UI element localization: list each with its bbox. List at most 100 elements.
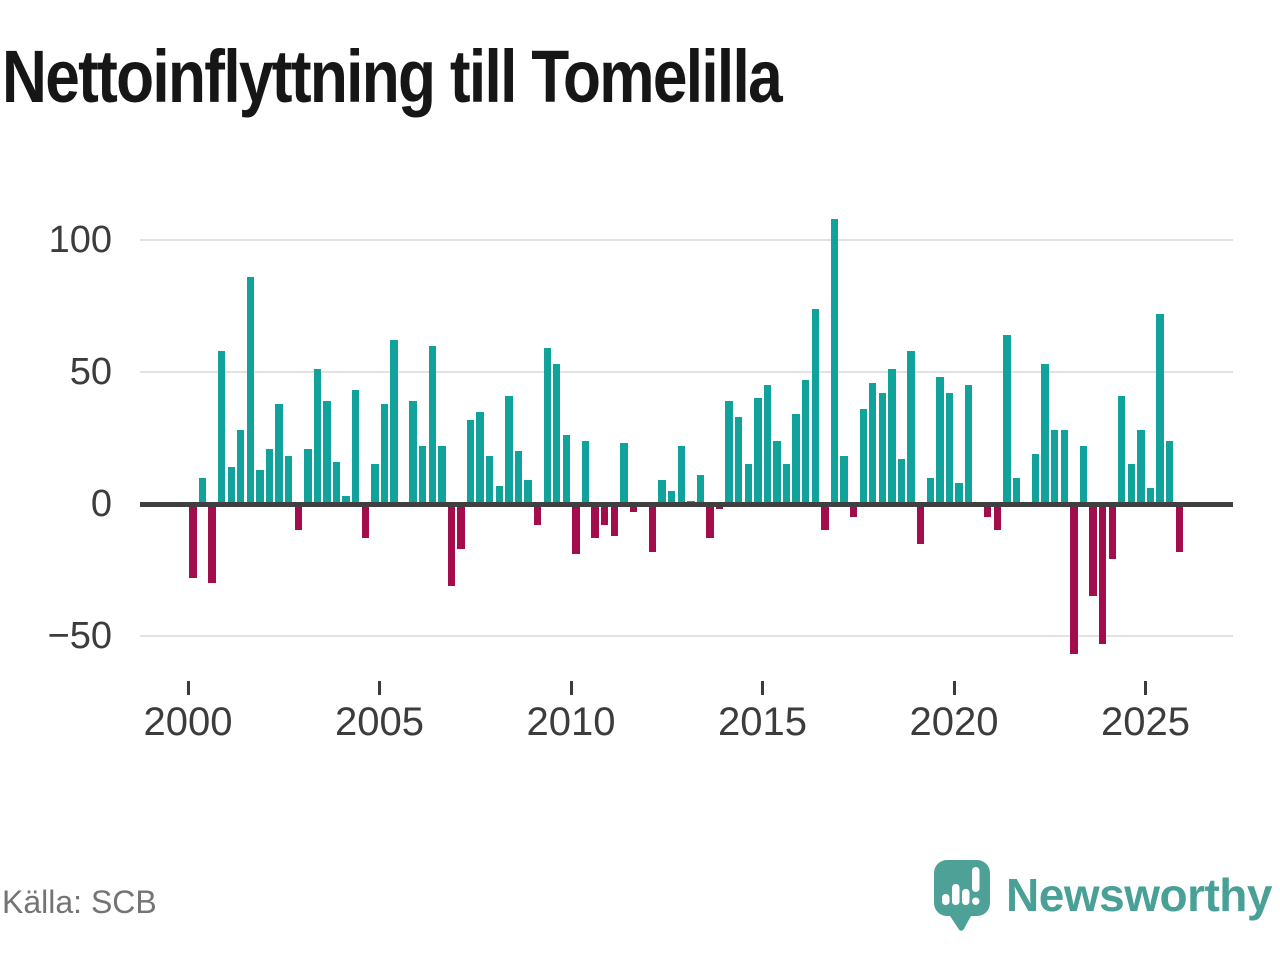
bar bbox=[1156, 313, 1164, 504]
bar bbox=[1127, 464, 1136, 504]
bar bbox=[782, 464, 791, 504]
bar bbox=[610, 504, 618, 536]
bar bbox=[217, 350, 226, 504]
bar bbox=[533, 504, 542, 526]
bar bbox=[313, 369, 322, 504]
bar bbox=[486, 456, 494, 504]
bar bbox=[237, 430, 245, 504]
bar bbox=[802, 379, 810, 504]
bar bbox=[1060, 430, 1068, 504]
bar bbox=[888, 369, 896, 504]
bar bbox=[830, 218, 839, 504]
bar bbox=[763, 385, 772, 504]
bar bbox=[1165, 440, 1174, 504]
bar bbox=[1108, 504, 1116, 560]
gridline bbox=[140, 239, 1233, 241]
bar bbox=[1118, 395, 1126, 504]
bar bbox=[859, 408, 867, 504]
bar bbox=[284, 456, 293, 504]
bar bbox=[715, 504, 724, 510]
bar bbox=[351, 390, 360, 504]
bar bbox=[869, 382, 877, 504]
bar bbox=[342, 496, 350, 504]
bar bbox=[275, 403, 283, 504]
x-tick-mark bbox=[186, 681, 190, 695]
bar bbox=[438, 445, 446, 504]
bar bbox=[907, 350, 915, 504]
bar bbox=[390, 340, 398, 504]
x-tick-label: 2010 bbox=[526, 700, 616, 744]
bar bbox=[371, 464, 379, 504]
x-tick-label: 2025 bbox=[1101, 700, 1190, 744]
bar bbox=[754, 398, 762, 504]
x-tick-label: 2000 bbox=[143, 700, 233, 744]
bar bbox=[620, 443, 628, 504]
bar bbox=[658, 480, 666, 504]
bar bbox=[1012, 477, 1021, 504]
bar bbox=[696, 474, 705, 504]
bar bbox=[428, 345, 436, 504]
bar bbox=[419, 445, 427, 504]
bar bbox=[668, 490, 676, 504]
bar bbox=[562, 435, 571, 504]
bar bbox=[878, 393, 887, 504]
bar bbox=[936, 377, 944, 504]
bar bbox=[897, 459, 906, 504]
bar bbox=[706, 504, 714, 539]
bar bbox=[916, 504, 925, 544]
bar bbox=[600, 504, 609, 526]
bar bbox=[294, 504, 302, 531]
bar bbox=[380, 403, 389, 504]
bar bbox=[1137, 430, 1145, 504]
bar bbox=[945, 393, 954, 504]
x-tick-label: 2005 bbox=[335, 700, 424, 744]
bar bbox=[1079, 445, 1088, 504]
y-tick-label: 50 bbox=[69, 351, 112, 393]
bar bbox=[495, 485, 504, 504]
bar bbox=[840, 456, 848, 504]
bar bbox=[447, 504, 456, 586]
bar bbox=[265, 448, 274, 504]
x-tick-mark bbox=[1144, 681, 1147, 695]
bar bbox=[677, 445, 685, 504]
bar bbox=[1089, 504, 1097, 597]
x-tick-label: 2020 bbox=[909, 700, 999, 744]
bar bbox=[773, 440, 781, 504]
bar bbox=[964, 385, 973, 504]
bar bbox=[1146, 488, 1155, 504]
gridline bbox=[140, 635, 1233, 637]
x-tick-label: 2015 bbox=[718, 700, 807, 744]
bar bbox=[821, 504, 829, 531]
bar bbox=[409, 401, 417, 504]
y-tick-label: 100 bbox=[48, 219, 112, 261]
bar bbox=[332, 461, 341, 504]
bar bbox=[514, 451, 523, 504]
bar bbox=[993, 504, 1001, 531]
chart-title: Nettoinflyttning till Tomelilla bbox=[2, 35, 783, 118]
newsworthy-logo-icon bbox=[934, 860, 991, 931]
bar bbox=[189, 504, 197, 578]
bar bbox=[256, 469, 264, 504]
bar bbox=[629, 504, 638, 512]
bar bbox=[505, 395, 513, 504]
bar bbox=[304, 448, 312, 504]
bar bbox=[198, 477, 207, 504]
bar bbox=[553, 364, 561, 504]
bar bbox=[984, 504, 992, 518]
bar bbox=[246, 276, 255, 504]
bar bbox=[849, 504, 858, 518]
bar bbox=[466, 419, 475, 504]
bar bbox=[648, 504, 657, 552]
x-tick-mark bbox=[378, 681, 381, 695]
bar bbox=[725, 401, 733, 504]
newsworthy-logo-text: Newsworthy bbox=[1006, 869, 1272, 921]
bar bbox=[735, 416, 743, 504]
bar bbox=[1041, 364, 1049, 504]
bar bbox=[361, 504, 369, 539]
bar bbox=[1175, 504, 1183, 552]
bar bbox=[811, 308, 820, 504]
bar bbox=[1098, 504, 1107, 644]
bar bbox=[323, 401, 331, 504]
